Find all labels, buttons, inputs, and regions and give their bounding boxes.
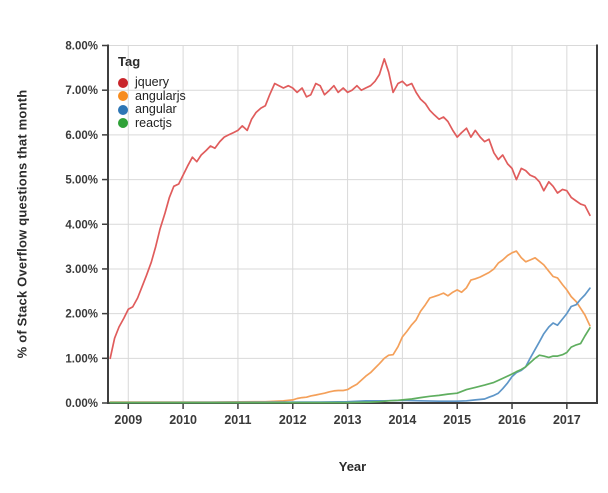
legend-label: jquery xyxy=(135,75,170,89)
svg-text:8.00%: 8.00% xyxy=(65,41,98,53)
svg-text:5.00%: 5.00% xyxy=(65,175,98,187)
legend-item-angularjs: angularjs xyxy=(118,88,186,104)
reactjs-series-dot-icon xyxy=(118,118,128,129)
svg-text:2.00%: 2.00% xyxy=(65,309,98,321)
svg-text:2013: 2013 xyxy=(334,413,362,427)
svg-text:6.00%: 6.00% xyxy=(65,130,98,142)
legend-label: angularjs xyxy=(135,88,186,103)
svg-text:0.00%: 0.00% xyxy=(65,398,98,410)
svg-text:2009: 2009 xyxy=(114,413,142,427)
jquery-series-dot-icon xyxy=(118,77,128,88)
legend: Tag jquery angularjs angular reactjs xyxy=(118,54,186,130)
x-axis-title: Year xyxy=(338,459,367,474)
y-axis-title: % of Stack Overflow questions that month xyxy=(14,89,30,359)
svg-text:2014: 2014 xyxy=(388,413,416,427)
legend-item-reactjs: reactjs xyxy=(118,115,186,131)
svg-text:2010: 2010 xyxy=(169,413,197,427)
legend-title: Tag xyxy=(118,54,141,69)
legend-label: reactjs xyxy=(135,115,172,130)
angular-series-dot-icon xyxy=(118,104,128,115)
svg-text:2015: 2015 xyxy=(443,413,471,427)
svg-text:4.00%: 4.00% xyxy=(65,219,98,231)
svg-text:7.00%: 7.00% xyxy=(65,85,98,97)
legend-item-angular: angular xyxy=(118,102,186,117)
svg-text:2011: 2011 xyxy=(224,413,251,427)
svg-text:2012: 2012 xyxy=(279,413,307,427)
svg-text:3.00%: 3.00% xyxy=(65,264,98,276)
legend-label: angular xyxy=(135,102,177,116)
legend-item-jquery: jquery xyxy=(118,75,186,90)
svg-text:2016: 2016 xyxy=(498,413,526,427)
svg-text:1.00%: 1.00% xyxy=(65,353,98,365)
svg-text:2017: 2017 xyxy=(553,413,581,427)
angularjs-series-dot-icon xyxy=(118,91,128,102)
